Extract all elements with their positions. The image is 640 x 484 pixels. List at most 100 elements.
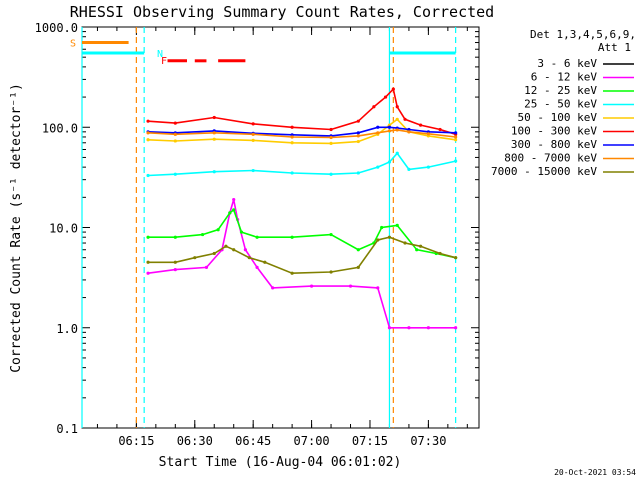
data-point	[212, 115, 216, 120]
data-point	[438, 127, 442, 132]
x-tick-label: 06:30	[177, 434, 213, 448]
data-point	[387, 326, 392, 330]
data-point	[356, 119, 360, 123]
data-point	[329, 135, 333, 140]
data-point	[376, 131, 380, 135]
data-point	[418, 244, 423, 248]
data-point	[454, 135, 458, 139]
data-point	[387, 129, 392, 133]
data-point	[290, 135, 294, 139]
x-tick-label: 07:30	[410, 434, 446, 448]
y-tick-label: 10.0	[49, 222, 78, 236]
legend-header: Det 1,3,4,5,6,9,	[530, 28, 636, 41]
legend-subheader: Att 1	[598, 41, 631, 54]
data-point	[251, 132, 255, 136]
data-point	[438, 251, 442, 256]
legend-label: 25 - 50 keV	[524, 98, 597, 111]
y-tick-label: 1.0	[56, 322, 78, 336]
data-point	[376, 286, 380, 290]
data-point	[407, 326, 411, 330]
data-point	[348, 284, 353, 288]
data-point	[255, 235, 259, 239]
data-point	[290, 171, 294, 175]
data-point	[454, 326, 458, 330]
data-point	[380, 225, 384, 230]
state-flag-label: S	[70, 39, 76, 50]
data-point	[395, 128, 399, 132]
data-point	[387, 235, 392, 239]
legend-label: 6 - 12 keV	[531, 71, 598, 84]
data-point	[146, 138, 150, 142]
data-point	[383, 95, 388, 99]
y-tick-label: 100.0	[42, 121, 78, 135]
data-point	[247, 256, 251, 260]
x-axis-label: Start Time (16-Aug-04 06:01:02)	[159, 455, 402, 470]
data-point	[407, 167, 411, 171]
data-point	[391, 87, 395, 91]
data-point	[426, 132, 430, 136]
legend-label: 3 - 6 keV	[537, 57, 597, 70]
data-point	[200, 232, 205, 237]
data-point	[415, 248, 419, 252]
data-point	[407, 130, 411, 134]
data-point	[232, 197, 236, 202]
data-point	[173, 268, 177, 272]
series-line	[147, 199, 456, 329]
data-point	[454, 256, 458, 260]
legend-label: 7000 - 15000 keV	[491, 165, 597, 178]
data-point	[329, 270, 333, 274]
data-point	[290, 235, 294, 239]
data-point	[329, 232, 333, 237]
data-point	[173, 260, 177, 264]
x-tick-label: 06:15	[118, 434, 154, 448]
data-point	[454, 159, 458, 163]
data-point	[173, 235, 177, 239]
data-point	[146, 260, 150, 264]
series-line	[148, 152, 456, 177]
x-tick-label: 07:00	[294, 434, 330, 448]
legend-label: 300 - 800 keV	[511, 138, 597, 151]
data-point	[146, 173, 150, 178]
data-point	[204, 265, 209, 269]
data-point	[356, 248, 360, 252]
data-point	[403, 241, 407, 245]
data-point	[329, 141, 333, 146]
data-point	[255, 265, 259, 269]
data-point	[376, 238, 380, 242]
data-point	[232, 248, 236, 252]
legend-label: 100 - 300 keV	[511, 125, 597, 138]
data-point	[173, 121, 177, 125]
legend-label: 50 - 100 keV	[518, 111, 598, 124]
data-point	[309, 284, 314, 288]
data-point	[173, 139, 177, 143]
x-tick-label: 07:15	[352, 434, 388, 448]
data-point	[212, 131, 216, 135]
data-point	[356, 171, 360, 175]
data-point	[395, 151, 399, 155]
data-point	[329, 172, 333, 176]
data-point	[146, 271, 150, 275]
data-point	[232, 208, 236, 212]
state-flag-label: F	[161, 56, 167, 67]
data-point	[372, 105, 376, 109]
data-point	[329, 127, 333, 132]
state-flag-label: N	[157, 49, 163, 60]
legend-label: 800 - 7000 keV	[504, 152, 597, 165]
data-point	[243, 248, 247, 252]
series-line	[148, 87, 456, 136]
data-point	[376, 165, 380, 169]
legend-label: 12 - 25 keV	[524, 84, 597, 97]
data-point	[290, 141, 294, 145]
data-point	[251, 168, 255, 173]
y-tick-label: 1000.0	[35, 21, 78, 35]
x-tick-label: 06:45	[235, 434, 271, 448]
data-point	[290, 271, 294, 275]
data-point	[251, 138, 255, 142]
data-point	[403, 117, 407, 121]
data-point	[146, 131, 150, 135]
data-point	[271, 286, 275, 290]
data-point	[173, 132, 177, 136]
data-point	[173, 172, 177, 176]
